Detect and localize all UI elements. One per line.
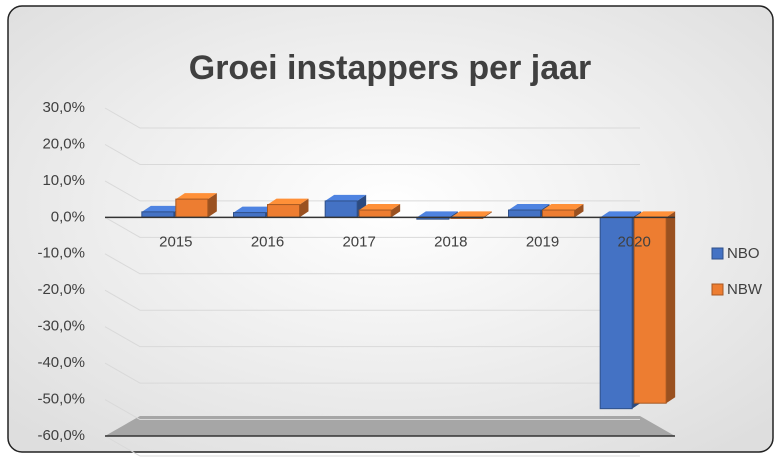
y-tick-label: -60,0% xyxy=(37,427,85,444)
bar-top xyxy=(634,211,676,218)
x-tick-label: 2019 xyxy=(526,233,559,250)
grid-line xyxy=(104,107,640,129)
grid-line xyxy=(104,180,640,202)
grid-line xyxy=(104,216,640,238)
bar xyxy=(599,216,633,410)
bar-side xyxy=(391,204,401,218)
bar xyxy=(542,209,575,218)
bar-top xyxy=(542,204,584,211)
bar-top xyxy=(175,193,217,200)
bar xyxy=(141,211,175,218)
grid-line xyxy=(104,253,640,275)
grid-line xyxy=(104,326,640,348)
y-tick-label: -10,0% xyxy=(37,245,85,262)
grid-line xyxy=(104,362,640,384)
bar-side xyxy=(207,193,217,218)
y-tick-label: -50,0% xyxy=(37,391,85,408)
y-tick-label: 10,0% xyxy=(42,172,85,189)
chart-title: Groei instappers per jaar xyxy=(189,49,592,87)
bar-side xyxy=(299,198,309,218)
legend-label: NBO xyxy=(727,245,760,262)
chart-frame xyxy=(7,5,774,453)
y-tick-label: -40,0% xyxy=(37,354,85,371)
legend-swatch xyxy=(711,283,724,296)
grid-line xyxy=(104,144,640,165)
bar-top xyxy=(450,211,492,218)
bar-top xyxy=(325,194,367,201)
y-tick-label: 0,0% xyxy=(51,208,85,225)
bar xyxy=(633,216,667,404)
bar-top xyxy=(233,206,275,213)
bar-side xyxy=(666,211,676,404)
bar-top xyxy=(141,205,183,212)
y-tick-label: -20,0% xyxy=(37,281,85,298)
floor xyxy=(105,416,675,436)
legend-label: NBW xyxy=(727,281,763,298)
bar xyxy=(324,200,358,218)
bar-top xyxy=(600,211,642,218)
x-tick-label: 2015 xyxy=(159,233,192,250)
bar-top xyxy=(267,198,309,205)
bar xyxy=(508,209,541,218)
bar xyxy=(267,204,300,218)
bar-top xyxy=(508,204,550,211)
grid-line xyxy=(104,435,640,457)
grid-line xyxy=(104,289,640,311)
x-tick-label: 2018 xyxy=(434,233,467,250)
bar-top xyxy=(359,204,401,211)
grid-line xyxy=(104,399,640,421)
y-tick-label: 30,0% xyxy=(42,99,85,116)
x-tick-label: 2017 xyxy=(342,233,375,250)
x-tick-label: 2020 xyxy=(617,233,650,250)
bar xyxy=(175,198,209,218)
legend-swatch xyxy=(711,247,724,260)
bar-top xyxy=(416,211,458,218)
bar xyxy=(358,209,392,218)
y-tick-label: -30,0% xyxy=(37,318,85,335)
x-tick-label: 2016 xyxy=(251,233,284,250)
y-tick-label: 20,0% xyxy=(42,135,85,152)
bar-side xyxy=(574,204,584,218)
